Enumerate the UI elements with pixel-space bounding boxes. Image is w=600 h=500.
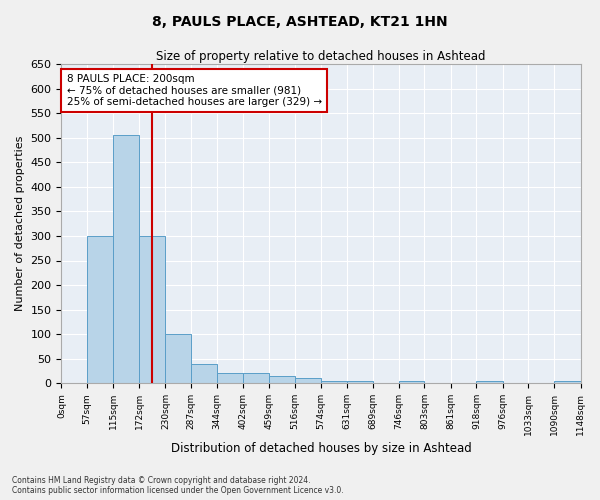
Text: Contains HM Land Registry data © Crown copyright and database right 2024.
Contai: Contains HM Land Registry data © Crown c… xyxy=(12,476,344,495)
Bar xyxy=(217,374,243,383)
X-axis label: Distribution of detached houses by size in Ashtead: Distribution of detached houses by size … xyxy=(170,442,472,455)
Text: 8, PAULS PLACE, ASHTEAD, KT21 1HN: 8, PAULS PLACE, ASHTEAD, KT21 1HN xyxy=(152,15,448,29)
Bar xyxy=(166,334,191,383)
Bar xyxy=(243,374,269,383)
Y-axis label: Number of detached properties: Number of detached properties xyxy=(15,136,25,312)
Bar xyxy=(269,376,295,383)
Bar xyxy=(399,381,424,383)
Bar xyxy=(191,364,217,383)
Bar xyxy=(476,381,503,383)
Bar xyxy=(295,378,321,383)
Title: Size of property relative to detached houses in Ashtead: Size of property relative to detached ho… xyxy=(156,50,486,63)
Bar xyxy=(321,381,347,383)
Bar xyxy=(347,381,373,383)
Text: 8 PAULS PLACE: 200sqm
← 75% of detached houses are smaller (981)
25% of semi-det: 8 PAULS PLACE: 200sqm ← 75% of detached … xyxy=(67,74,322,107)
Bar xyxy=(113,136,139,383)
Bar xyxy=(87,236,113,383)
Bar xyxy=(554,381,581,383)
Bar xyxy=(139,236,166,383)
